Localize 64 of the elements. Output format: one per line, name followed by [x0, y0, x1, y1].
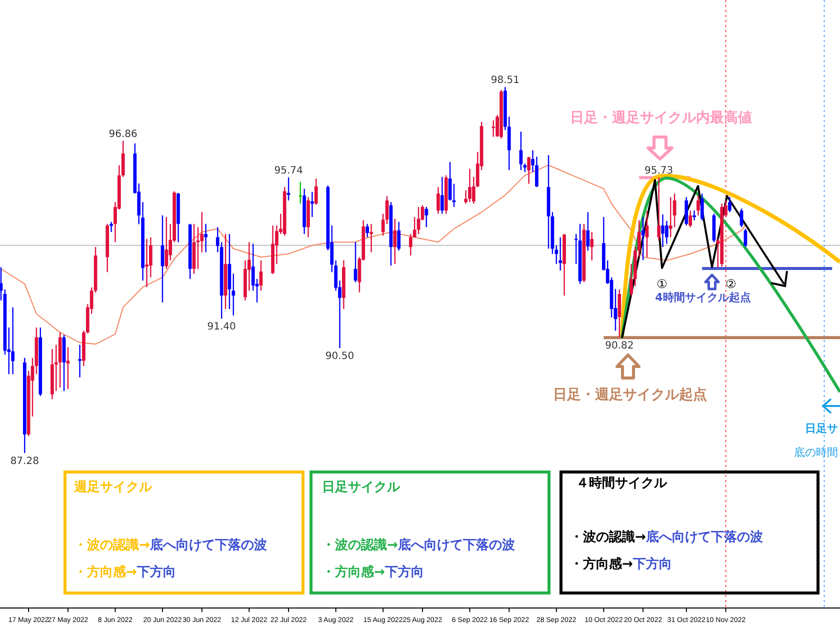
candlestick: [393, 218, 397, 265]
candlestick: [408, 233, 412, 256]
candlestick: [448, 161, 452, 202]
candlestick: [590, 231, 594, 261]
candlestick: [696, 194, 700, 216]
candlestick: [692, 210, 696, 221]
text: 週足サイクル: [73, 480, 153, 495]
candlestick: [424, 206, 428, 228]
text: ・波の認識→底へ向けて下落の波: [74, 537, 268, 553]
text: ・方向感→下方向: [74, 564, 176, 580]
annotation: 95.74: [274, 165, 303, 176]
candlestick: [684, 196, 688, 226]
candlestick: [672, 192, 676, 228]
text: ４時間サイクル: [576, 476, 668, 491]
annotation: 4時間サイクル起点: [655, 291, 751, 304]
candlestick: [668, 196, 672, 238]
candlestick: [688, 210, 692, 228]
candlestick: [657, 177, 660, 242]
annotation: 96.86: [108, 128, 138, 140]
candlestick: [370, 223, 373, 253]
annotation: 95.73: [644, 166, 674, 177]
candlestick: [586, 212, 590, 252]
candlestick: [0, 266, 3, 302]
text: ・方向感→下方向: [570, 556, 672, 572]
text: ・波の認識→底へ向けて下落の波: [570, 529, 764, 545]
candlestick: [700, 192, 704, 221]
text: 日足サイクル: [322, 480, 401, 495]
candlestick: [641, 216, 645, 261]
annotation: 90.50: [325, 351, 354, 362]
annotation: 日足サ: [805, 422, 838, 435]
candlestick: [397, 221, 401, 252]
candlestick: [310, 191, 314, 218]
annotation: 日足・週足サイクル起点: [553, 387, 707, 403]
candlestick: [728, 196, 732, 213]
candlestick: [298, 181, 302, 204]
candlestick: [661, 214, 664, 248]
candlestick: [11, 306, 14, 375]
annotation: 87.28: [10, 456, 39, 467]
candlestick: [740, 208, 744, 228]
text: ・波の認識→底へ向けて下落の波: [322, 537, 516, 553]
candlestick: [440, 176, 444, 214]
candlestick: [558, 236, 562, 272]
candlestick: [145, 238, 148, 288]
candlestick: [468, 168, 472, 203]
candlestick: [744, 228, 748, 248]
candlestick: [78, 344, 82, 378]
annotation: ①: [656, 277, 668, 291]
candlestick: [527, 156, 530, 184]
candlestick: [110, 221, 113, 233]
annotation: ②: [726, 277, 736, 291]
candlestick: [204, 223, 208, 253]
annotation: 98.51: [490, 75, 520, 86]
candlestick: [160, 214, 164, 304]
annotation: 90.82: [605, 340, 634, 352]
candlestick: [314, 178, 318, 206]
candlestick: [164, 216, 168, 270]
annotation: 91.40: [207, 322, 236, 333]
candlestick: [436, 186, 440, 214]
text: ・方向感→下方向: [322, 564, 424, 580]
annotation: 底の時間: [794, 446, 838, 459]
candlestick: [366, 223, 369, 238]
candlestick: [286, 176, 290, 202]
candlestick: [618, 288, 622, 338]
annotation: 日足・週足サイクル内最高値: [570, 109, 752, 126]
